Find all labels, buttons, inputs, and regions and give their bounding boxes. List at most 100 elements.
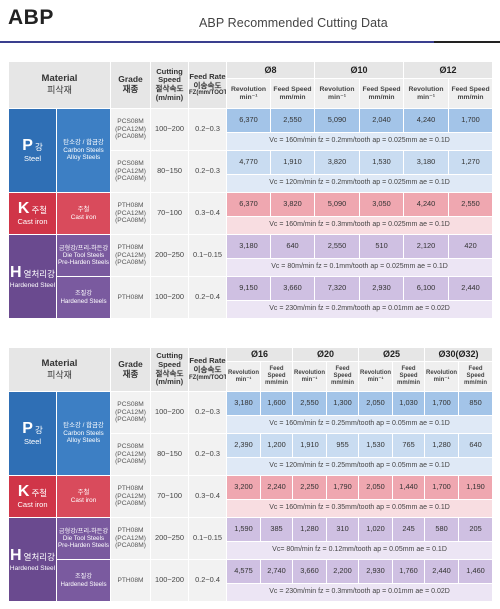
- revolution-header: Revolution min⁻¹: [358, 361, 394, 392]
- page-header: ABP ABP Recommended Cutting Data: [0, 0, 500, 46]
- value-cell: 510: [359, 234, 405, 259]
- material-header-ko: 피삭재: [47, 369, 72, 380]
- fs-unit: mm/min: [464, 379, 488, 386]
- value-cell: 1,700: [424, 475, 460, 500]
- value-cell: 2,120: [403, 234, 450, 259]
- diameter-header: Ø12: [403, 61, 494, 79]
- rev-label: Revolution: [360, 369, 392, 376]
- cutting-data-table-small: Material 피삭재 Grade 재종 Cutting Speed 절삭속도…: [8, 61, 494, 319]
- feed-cell: 0.2~0.3: [188, 391, 227, 434]
- feed-header-en: Feed Rate: [189, 356, 226, 366]
- value-cell: 2,050: [358, 391, 394, 416]
- feed-cell: 0.1~0.15: [188, 517, 227, 560]
- material-h-letter: H: [10, 546, 22, 564]
- value-cell: 2,550: [292, 391, 328, 416]
- value-cell: 2,390: [226, 433, 261, 458]
- sub-en: Hardened Steels: [60, 580, 107, 588]
- feed-header-unit: FZ(mm/TOOTH): [189, 374, 226, 381]
- value-cell: 640: [458, 433, 494, 458]
- fs-unit: mm/min: [368, 93, 395, 101]
- revolution-header: Revolution min⁻¹: [403, 78, 450, 109]
- feed-cell: 0.3~0.4: [188, 475, 227, 518]
- value-cell: 2,930: [358, 559, 394, 584]
- sub-ko: 조질강: [74, 290, 93, 298]
- diameter-header: Ø16: [225, 347, 294, 362]
- feed-cell: 0.1~0.15: [188, 234, 227, 277]
- revolution-header: Revolution min⁻¹: [424, 361, 460, 392]
- value-cell: 3,660: [269, 276, 316, 301]
- feed-header-en: Feed Rate: [189, 71, 226, 81]
- feed-speed-header: Feed Speed mm/min: [392, 361, 426, 392]
- condition-note: Vc= 80m/min fz = 0.12mm/tooth ap = 0.05m…: [225, 541, 494, 560]
- feed-cell: 0.2~0.3: [188, 433, 227, 476]
- value-cell: 2,440: [424, 559, 460, 584]
- rev-unit: min⁻¹: [301, 376, 318, 383]
- value-cell: 1,530: [358, 433, 394, 458]
- value-cell: 2,250: [292, 475, 328, 500]
- value-cell: 5,090: [314, 192, 361, 217]
- value-cell: 765: [392, 433, 426, 458]
- speed-cell: 70~100: [150, 192, 189, 235]
- speed-cell: 200~250: [150, 234, 189, 277]
- sub-ko: 조질강: [74, 573, 93, 581]
- material-p: P 강 Steel: [8, 391, 57, 476]
- material-h-ko: 열처리강: [23, 268, 55, 279]
- feed-speed-header: Feed Speed mm/min: [359, 78, 405, 109]
- value-cell: 6,370: [226, 108, 271, 133]
- fs-label: Feed Speed: [399, 366, 418, 380]
- value-cell: 955: [326, 433, 360, 458]
- feed-header-ko: 이송속도: [193, 365, 222, 375]
- speed-cell: 100~200: [150, 108, 189, 151]
- sub-ko: 금형강/프리-하든강: [58, 244, 109, 252]
- material-k-en: Cast iron: [17, 500, 48, 510]
- submaterial-carbon-alloy: 탄소강 / 합금강 Carbon Steels Alloy Steels: [56, 108, 111, 193]
- rev-label: Revolution: [408, 85, 444, 93]
- revolution-header: Revolution min⁻¹: [226, 78, 271, 109]
- material-p-en: Steel: [23, 437, 42, 447]
- grade-header-ko: 재종: [122, 84, 139, 94]
- speed-cell: 80~150: [150, 433, 189, 476]
- value-cell: 4,575: [226, 559, 261, 584]
- condition-note: Vc = 160m/min fz = 0.3mm/tooth ap = 0.02…: [225, 216, 494, 235]
- grade-cell: PCS08M (PCA12M) (PCA08M): [110, 108, 151, 151]
- sub-en: Die Tool Steels Pre-Harden Steels: [58, 534, 109, 550]
- value-cell: 1,530: [359, 150, 405, 175]
- submaterial-die-tool: 금형강/프리-하든강 Die Tool Steels Pre-Harden St…: [56, 517, 111, 560]
- diameter-header: Ø25: [358, 347, 426, 362]
- value-cell: 9,150: [226, 276, 271, 301]
- submaterial-cast-iron: 주철 Cast iron: [56, 475, 111, 518]
- fs-label: Feed Speed: [451, 85, 490, 93]
- feed-header: Feed Rate 이송속도 FZ(mm/TOOTH): [188, 347, 227, 392]
- value-cell: 4,240: [403, 108, 450, 133]
- fs-unit: mm/min: [397, 379, 421, 386]
- value-cell: 2,930: [359, 276, 405, 301]
- speed-header: Cutting Speed 절삭속도 (m/min): [150, 61, 189, 109]
- grade-cell: PCS08M (PCA12M) (PCA08M): [110, 150, 151, 193]
- grade-cell: PCS08M (PCA12M) (PCA08M): [110, 391, 151, 434]
- brand-logo: ABP: [8, 6, 54, 29]
- value-cell: 1,440: [392, 475, 426, 500]
- sub-ko: 주철: [77, 206, 90, 214]
- fs-unit: mm/min: [279, 93, 306, 101]
- value-cell: 420: [448, 234, 494, 259]
- material-p-ko: 강: [34, 141, 43, 152]
- value-cell: 1,790: [326, 475, 360, 500]
- rev-unit: min⁻¹: [367, 376, 384, 383]
- feed-speed-header: Feed Speed mm/min: [448, 78, 494, 109]
- grade-cell: PTH08M (PCA12M) (PCA08M): [110, 475, 151, 518]
- fs-label: Feed Speed: [333, 366, 352, 380]
- value-cell: 3,050: [359, 192, 405, 217]
- value-cell: 2,040: [359, 108, 405, 133]
- value-cell: 1,910: [292, 433, 328, 458]
- sub-en: Die Tool Steels Pre-Harden Steels: [58, 251, 109, 267]
- feed-header-ko: 이송속도: [193, 80, 222, 90]
- value-cell: 1,700: [448, 108, 494, 133]
- grade-header-ko: 재종: [122, 368, 139, 379]
- grade-header-en: Grade: [118, 74, 143, 85]
- grade-cell: PTH08M: [110, 559, 151, 602]
- feed-cell: 0.2~0.4: [188, 276, 227, 319]
- value-cell: 2,240: [259, 475, 294, 500]
- value-cell: 850: [458, 391, 494, 416]
- grade-cell: PTH08M (PCA12M) (PCA08M): [110, 234, 151, 277]
- fs-unit: mm/min: [265, 379, 289, 386]
